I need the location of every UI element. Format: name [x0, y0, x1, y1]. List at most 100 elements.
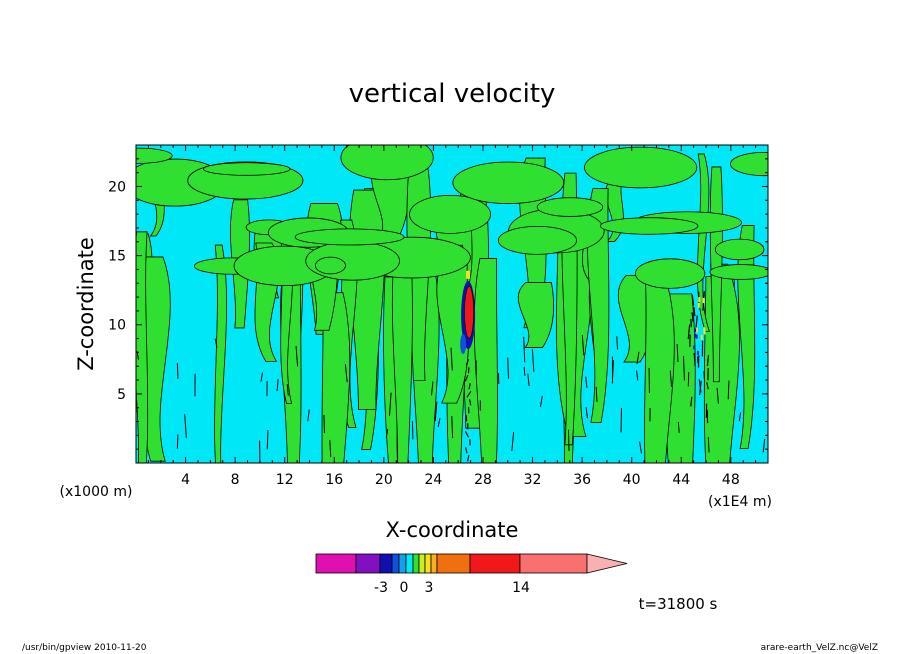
- green-region: [314, 256, 346, 275]
- contour-field: [136, 145, 768, 463]
- contour-line: [468, 399, 472, 406]
- contour-line: [507, 357, 510, 379]
- contour-line: [585, 407, 589, 419]
- footer-left: /usr/bin/gpview 2010-11-20: [22, 643, 147, 653]
- downdraft: [460, 334, 467, 355]
- green-region: [730, 151, 768, 177]
- green-region: [599, 217, 699, 235]
- colorbar-bin: [436, 553, 471, 574]
- contour-line: [669, 370, 673, 388]
- y-axis-ticks: 5 10 15 20: [108, 158, 768, 450]
- cell-fleck: [700, 334, 703, 340]
- contour-line: [437, 417, 441, 427]
- contour-line: [707, 437, 710, 453]
- colorbar-arrow: [586, 553, 628, 574]
- contour-line: [706, 382, 709, 390]
- colorbar-bin: [424, 553, 432, 574]
- green-region: [391, 242, 413, 463]
- green-region: [714, 238, 765, 261]
- green-region: [409, 194, 492, 234]
- green-region: [497, 226, 577, 255]
- colorbar-bin: [315, 553, 357, 574]
- contour-line: [295, 345, 299, 367]
- green-region: [518, 282, 555, 348]
- contour-line: [450, 347, 453, 371]
- contour-line: [695, 315, 698, 328]
- x-tick-label: 32: [524, 472, 542, 488]
- cell-fleck: [703, 327, 706, 333]
- colorbar-label-14: 14: [512, 580, 530, 596]
- contour-line: [762, 438, 766, 453]
- colorbar-bin: [412, 553, 420, 574]
- green-region: [136, 147, 173, 164]
- contour-line: [184, 414, 187, 438]
- contour-line: [385, 429, 389, 439]
- contour-line: [176, 363, 179, 379]
- contour-line: [176, 434, 179, 449]
- updraft-core: [464, 285, 474, 339]
- green-region: [587, 188, 610, 424]
- contour-line: [581, 335, 585, 356]
- y-tick-label: 20: [108, 179, 126, 195]
- contour-line: [260, 372, 263, 382]
- x-tick-label: 40: [623, 472, 641, 488]
- colorbar-label-neg3: -3: [374, 580, 388, 596]
- colorbar: [315, 553, 628, 574]
- time-label: t=31800 s: [639, 595, 718, 613]
- x-tick-label: 12: [276, 472, 294, 488]
- colorbar-label-3: 3: [425, 580, 434, 596]
- contour-line: [467, 455, 470, 462]
- contour-line: [431, 381, 434, 396]
- colorbar-bin: [379, 553, 393, 574]
- contour-line: [434, 401, 438, 422]
- contour-line: [539, 395, 543, 408]
- colorbar-label-0: 0: [400, 580, 409, 596]
- cell-fleck: [702, 298, 705, 304]
- contour-line: [464, 375, 469, 382]
- green-region: [203, 162, 291, 176]
- cell-fleck: [696, 350, 699, 355]
- cell-fleck: [695, 334, 698, 339]
- contour-line: [276, 379, 279, 392]
- colorbar-bin: [391, 553, 400, 574]
- x-tick-label: 20: [375, 472, 393, 488]
- green-region: [644, 281, 675, 463]
- x-tick-label: 16: [325, 472, 343, 488]
- green-region: [321, 292, 351, 463]
- cell-top: [466, 270, 471, 279]
- contour-line: [527, 373, 530, 387]
- chart-title: vertical velocity: [349, 79, 556, 109]
- contour-line: [214, 338, 218, 348]
- x-axis-ticks: 4 8 12 16 20 24 28 32 36 40 44 48: [147, 145, 757, 488]
- convective-cells: [460, 270, 710, 462]
- contour-line: [636, 370, 639, 381]
- contour-line: [691, 294, 695, 306]
- contour-line: [523, 336, 526, 363]
- cell-fleck: [697, 302, 700, 308]
- contour-line: [595, 386, 598, 402]
- plot-frame: [135, 144, 769, 464]
- x-unit-right: (x1E4 m): [708, 494, 772, 510]
- x-tick-label: 28: [474, 472, 492, 488]
- green-region: [452, 161, 565, 204]
- contour-line: [693, 307, 696, 317]
- contour-line: [466, 390, 472, 398]
- contour-line: [687, 324, 691, 340]
- contour-line: [468, 383, 471, 390]
- contour-line: [691, 312, 694, 322]
- green-region: [584, 146, 698, 189]
- x-tick-label: 8: [231, 472, 240, 488]
- contour-line: [531, 349, 535, 372]
- colorbar-bin: [418, 553, 426, 574]
- colorbar-bin: [398, 553, 407, 574]
- green-region: [136, 231, 149, 463]
- green-region: [294, 228, 405, 246]
- contour-line: [690, 396, 693, 407]
- x-tick-label: 48: [722, 472, 740, 488]
- contour-line: [616, 336, 619, 350]
- x-tick-label: 36: [573, 472, 591, 488]
- colorbar-bin: [469, 553, 521, 574]
- contour-line: [465, 359, 470, 366]
- green-region: [635, 258, 706, 289]
- colorbar-bin: [519, 553, 588, 574]
